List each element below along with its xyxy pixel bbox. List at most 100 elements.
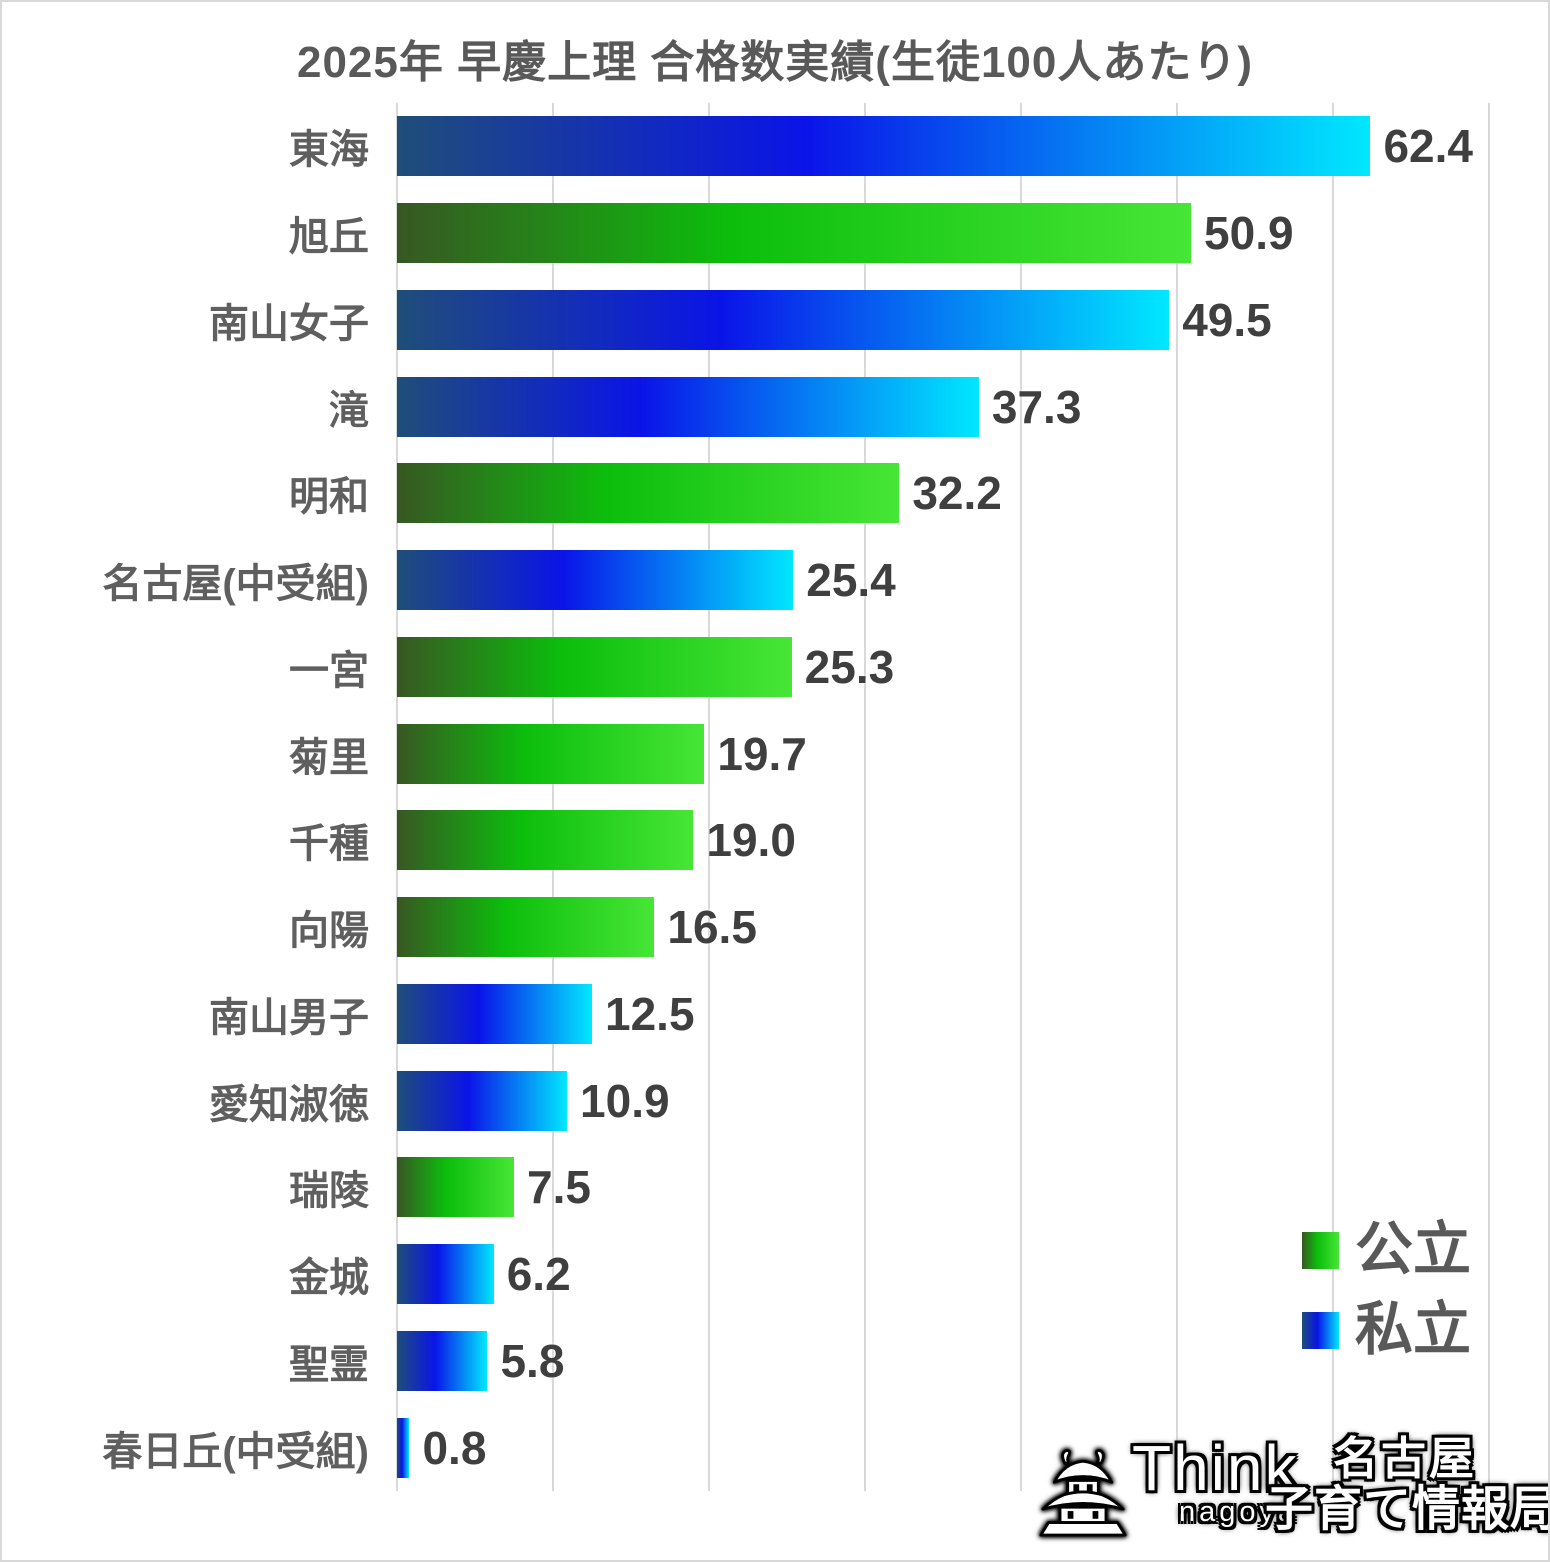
category-label: 向陽 xyxy=(289,909,369,954)
bar-row: 瑞陵 7.5 xyxy=(2,1144,1548,1231)
bar-track: 19.0 xyxy=(369,810,1548,871)
bar-private xyxy=(397,1330,488,1391)
bar-private xyxy=(397,289,1170,350)
bar-track: 37.3 xyxy=(369,376,1548,437)
bar-track: 10.9 xyxy=(369,1070,1548,1131)
value-label: 50.9 xyxy=(1204,207,1294,260)
legend: 公立 私立 xyxy=(1302,1218,1471,1378)
value-label: 0.8 xyxy=(422,1421,487,1474)
bar-public xyxy=(397,463,900,524)
bar-row: 明和 32.2 xyxy=(2,450,1548,537)
category-label: 南山女子 xyxy=(209,301,369,346)
bar-row: 愛知淑徳 10.9 xyxy=(2,1057,1548,1144)
legend-item-public: 公立 xyxy=(1302,1218,1471,1282)
category-label: 旭丘 xyxy=(289,215,369,260)
bar-track: 25.4 xyxy=(369,550,1548,611)
legend-label-public: 公立 xyxy=(1355,1217,1472,1282)
value-label: 62.4 xyxy=(1383,120,1473,173)
category-label: 菊里 xyxy=(289,735,369,780)
site-logo: Think nagoya 名古屋 子育て情報局 xyxy=(1037,1432,1550,1556)
logo-jp-line2: 子育て情報局 xyxy=(1265,1483,1550,1536)
bar-private xyxy=(397,1417,410,1478)
bar-row: 滝 37.3 xyxy=(2,363,1548,450)
bar-track: 50.9 xyxy=(369,203,1548,264)
value-label: 25.4 xyxy=(806,554,896,607)
bar-track: 49.5 xyxy=(369,289,1548,350)
bar-row: 聖霊 5.8 xyxy=(2,1318,1548,1405)
gridline xyxy=(396,103,398,1491)
bar-plot-area: 東海 62.4 旭丘 50.9 南山女子 49.5 滝 37.3 明和 32.2 名古屋(中受組) 2… xyxy=(2,103,1548,1491)
bar-row: 南山男子 12.5 xyxy=(2,971,1548,1058)
bar-private xyxy=(397,550,794,611)
value-label: 16.5 xyxy=(667,901,757,954)
logo-brand-subtext: nagoya xyxy=(1179,1496,1299,1528)
category-label: 明和 xyxy=(289,475,369,520)
value-label: 32.2 xyxy=(912,467,1002,520)
bar-track: 16.5 xyxy=(369,897,1548,958)
bar-private xyxy=(397,1244,494,1305)
category-label: 名古屋(中受組) xyxy=(102,562,369,607)
gridline xyxy=(1020,103,1022,1491)
category-label: 一宮 xyxy=(289,648,369,693)
gridline xyxy=(1332,103,1334,1491)
bar-track: 5.8 xyxy=(369,1330,1548,1391)
category-label: 千種 xyxy=(289,822,369,867)
bar-public xyxy=(397,897,655,958)
bar-row: 南山女子 49.5 xyxy=(2,277,1548,364)
value-label: 25.3 xyxy=(804,640,895,693)
legend-swatch-private xyxy=(1302,1311,1339,1349)
bar-track: 12.5 xyxy=(369,983,1548,1044)
bar-track: 19.7 xyxy=(369,723,1548,784)
bar-public xyxy=(397,1157,514,1218)
category-label: 愛知淑徳 xyxy=(209,1082,369,1127)
bar-row: 金城 6.2 xyxy=(2,1231,1548,1318)
bar-public xyxy=(397,810,694,871)
value-label: 19.7 xyxy=(717,727,807,780)
category-label: 聖霊 xyxy=(289,1342,369,1387)
bar-row: 一宮 25.3 xyxy=(2,624,1548,711)
gridline xyxy=(708,103,710,1491)
bar-public xyxy=(397,203,1192,264)
gridline xyxy=(864,103,866,1491)
bar-private xyxy=(397,1070,568,1131)
logo-jp-line1: 名古屋 xyxy=(1333,1433,1478,1484)
bar-private xyxy=(397,116,1371,177)
category-label: 滝 xyxy=(329,388,369,433)
bar-row: 菊里 19.7 xyxy=(2,710,1548,797)
castle-icon xyxy=(1039,1449,1127,1537)
bar-row: 向陽 16.5 xyxy=(2,884,1548,971)
bar-row: 旭丘 50.9 xyxy=(2,190,1548,277)
bar-row: 千種 19.0 xyxy=(2,797,1548,884)
value-label: 5.8 xyxy=(500,1334,565,1387)
bar-public xyxy=(397,723,705,784)
legend-item-private: 私立 xyxy=(1302,1298,1471,1362)
bar-track: 32.2 xyxy=(369,463,1548,524)
bar-private xyxy=(397,983,592,1044)
bar-row: 春日丘(中受組) 0.8 xyxy=(2,1404,1548,1491)
gridline xyxy=(1176,103,1178,1491)
bar-public xyxy=(397,636,792,697)
value-label: 6.2 xyxy=(506,1248,571,1301)
bar-track: 0.8 xyxy=(369,1417,1548,1478)
legend-swatch-public xyxy=(1302,1231,1339,1269)
bar-track: 62.4 xyxy=(369,116,1548,177)
gridline xyxy=(1488,103,1490,1491)
value-label: 10.9 xyxy=(580,1074,670,1127)
bar-row: 東海 62.4 xyxy=(2,103,1548,190)
bar-row: 名古屋(中受組) 25.4 xyxy=(2,537,1548,624)
category-label: 瑞陵 xyxy=(289,1169,369,1214)
category-label: 東海 xyxy=(289,128,369,173)
bar-track: 6.2 xyxy=(369,1244,1548,1305)
category-label: 金城 xyxy=(289,1256,369,1301)
value-label: 49.5 xyxy=(1182,293,1272,346)
category-label: 春日丘(中受組) xyxy=(102,1429,369,1474)
gridline xyxy=(552,103,554,1491)
bar-private xyxy=(397,376,979,437)
bar-track: 25.3 xyxy=(369,636,1548,697)
value-label: 19.0 xyxy=(706,814,796,867)
logo-brand-text: Think xyxy=(1132,1432,1299,1504)
legend-label-private: 私立 xyxy=(1355,1297,1472,1362)
value-label: 7.5 xyxy=(527,1161,591,1214)
category-label: 南山男子 xyxy=(209,995,369,1040)
